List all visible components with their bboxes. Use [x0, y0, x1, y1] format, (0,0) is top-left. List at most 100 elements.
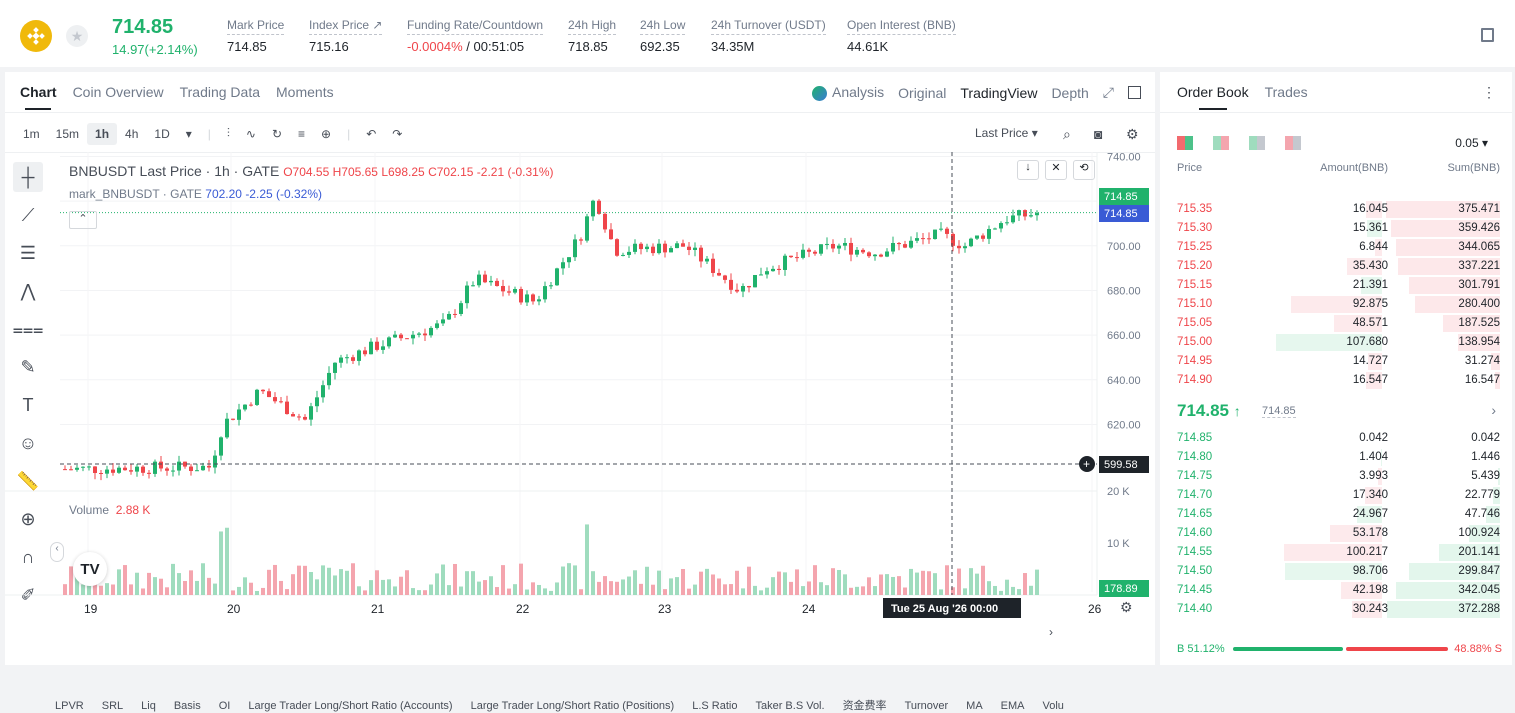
indicator-5[interactable]: Large Trader Long/Short Ratio (Accounts)	[248, 700, 453, 712]
window-icon[interactable]	[1128, 86, 1141, 99]
interval-1h[interactable]: 1h	[87, 122, 118, 145]
interval-4h[interactable]: 4h	[125, 126, 139, 141]
price-source-select[interactable]: Last Price ▾	[975, 126, 1038, 140]
tab-trades[interactable]: Trades	[1264, 84, 1308, 100]
bid-row[interactable]: 714.40 30.243 372.288	[1177, 600, 1500, 619]
bid-row[interactable]: 714.60 53.178 100.924	[1177, 524, 1500, 543]
template-icon[interactable]: ≡	[298, 126, 306, 141]
horizontal-lines-icon[interactable]: ☰	[19, 242, 37, 263]
indicator-2[interactable]: Liq	[141, 700, 156, 712]
indicators-next-icon[interactable]: ›	[1049, 625, 1053, 639]
reset-icon[interactable]: ⟲	[1073, 160, 1095, 180]
ask-row[interactable]: 715.15 21.391 301.791	[1177, 276, 1500, 295]
bid-row[interactable]: 714.65 24.967 47.746	[1177, 505, 1500, 524]
ask-row[interactable]: 715.00 107.680 138.954	[1177, 333, 1500, 352]
tradingview-logo-icon: TV	[73, 552, 107, 586]
emoji-icon[interactable]: ☺	[18, 432, 38, 453]
tab-moments[interactable]: Moments	[276, 84, 334, 100]
document-icon[interactable]	[1481, 28, 1494, 42]
fib-icon[interactable]: ⩶	[12, 318, 44, 339]
view-asks-icon[interactable]	[1285, 136, 1301, 150]
indicator-0[interactable]: LPVR	[55, 700, 84, 712]
ask-row[interactable]: 715.20 35.430 337.221	[1177, 257, 1500, 276]
tab-coin-overview[interactable]: Coin Overview	[72, 84, 164, 100]
ask-row[interactable]: 714.95 14.727 31.274	[1177, 352, 1500, 371]
interval-1d[interactable]: 1D	[154, 126, 170, 141]
indicator-7[interactable]: L.S Ratio	[692, 700, 738, 712]
view-both-icon[interactable]	[1177, 136, 1193, 150]
indicator-3[interactable]: Basis	[173, 700, 201, 712]
bid-row[interactable]: 714.80 1.404 1.446	[1177, 448, 1500, 467]
stat-index-price[interactable]: Index Price ↗ 715.16	[309, 18, 383, 54]
ask-row[interactable]: 715.05 48.571 187.525	[1177, 314, 1500, 333]
favorite-star-icon[interactable]: ★	[66, 25, 88, 47]
ask-row[interactable]: 715.35 16.045 375.471	[1177, 200, 1500, 219]
view-compact-icon[interactable]	[1213, 136, 1229, 150]
trend-line-icon[interactable]: ⟋	[21, 204, 35, 225]
tab-chart[interactable]: Chart	[20, 84, 57, 110]
pattern-icon[interactable]: ⋀	[20, 280, 36, 301]
ruler-icon[interactable]: 📏	[16, 470, 40, 491]
tab-trading-data[interactable]: Trading Data	[179, 84, 261, 100]
tab-analysis[interactable]: Analysis	[812, 84, 884, 101]
interval-15m[interactable]: 15m	[55, 126, 80, 141]
indicator-12[interactable]: EMA	[1000, 700, 1025, 712]
ask-row[interactable]: 715.25 6.844 344.065	[1177, 238, 1500, 257]
settings-gear-icon[interactable]: ⚙	[1126, 126, 1139, 142]
magnet-icon[interactable]: ∩	[21, 546, 35, 567]
brush-icon[interactable]: ✎	[20, 356, 36, 377]
redo-icon[interactable]: ↷	[392, 126, 403, 141]
volume-bar	[981, 565, 985, 595]
time-settings-icon[interactable]: ⚙	[1120, 599, 1133, 615]
candlestick-chart[interactable]: 740.00720.00700.00680.00660.00640.00620.…	[5, 72, 1155, 665]
tab-depth[interactable]: Depth	[1051, 84, 1089, 101]
indicator-11[interactable]: MA	[966, 700, 983, 712]
bid-row[interactable]: 714.45 42.198 342.045	[1177, 581, 1500, 600]
bid-row[interactable]: 714.50 98.706 299.847	[1177, 562, 1500, 581]
indicator-13[interactable]: Volu	[1042, 700, 1064, 712]
indicator-8[interactable]: Taker B.S Vol.	[755, 700, 825, 712]
volume-bar	[933, 573, 937, 595]
bid-row[interactable]: 714.55 100.217 201.141	[1177, 543, 1500, 562]
tab-tradingview[interactable]: TradingView	[960, 84, 1038, 101]
indicator-9[interactable]: 资金费率	[842, 700, 887, 712]
precision-select[interactable]: 0.05 ▾	[1455, 136, 1488, 150]
bid-row[interactable]: 714.85 0.042 0.042	[1177, 429, 1500, 448]
camera-icon[interactable]: ◙	[1094, 126, 1103, 142]
expand-icon[interactable]: ⤢	[1102, 84, 1114, 100]
indicator-4[interactable]: OI	[218, 700, 231, 712]
zoom-in-icon[interactable]: ⊕	[20, 508, 36, 529]
add-indicator-icon[interactable]: ⊕	[321, 126, 332, 141]
ask-row[interactable]: 715.30 15.361 359.426	[1177, 219, 1500, 238]
arrow-down-icon[interactable]: ↓	[1017, 160, 1039, 180]
indicator-1[interactable]: SRL	[101, 700, 124, 712]
close-icon[interactable]: ✕	[1045, 160, 1067, 180]
search-icon[interactable]: ⌕	[1063, 126, 1071, 142]
ask-row[interactable]: 715.10 92.875 280.400	[1177, 295, 1500, 314]
indicator-10[interactable]: Turnover	[904, 700, 949, 712]
ask-row[interactable]: 714.90 16.547 16.547	[1177, 371, 1500, 390]
undo-icon[interactable]: ↶	[366, 126, 377, 141]
volume-bar	[813, 565, 817, 595]
indicators-icon[interactable]: ∿	[245, 126, 256, 141]
text-icon[interactable]: T	[22, 394, 34, 415]
tab-order-book[interactable]: Order Book	[1177, 84, 1249, 110]
bid-row[interactable]: 714.75 3.993 5.439	[1177, 467, 1500, 486]
more-menu-icon[interactable]: ⋮	[1482, 84, 1496, 100]
candle-body	[897, 242, 901, 245]
scroll-left-icon[interactable]: ‹	[50, 542, 64, 562]
volume-bar	[687, 588, 691, 595]
indicator-6[interactable]: Large Trader Long/Short Ratio (Positions…	[470, 700, 675, 712]
chevron-right-icon[interactable]: ›	[1491, 402, 1496, 418]
collapse-legend-button[interactable]: ⌃	[69, 211, 97, 229]
candle-type-icon[interactable]: ⫶	[226, 126, 230, 140]
volume-bar	[759, 590, 763, 595]
chevron-down-icon[interactable]: ▾	[185, 126, 192, 141]
interval-1m[interactable]: 1m	[23, 126, 40, 141]
crosshair-icon[interactable]: ┼	[13, 162, 43, 192]
replay-icon[interactable]: ↻	[271, 126, 283, 141]
bid-row[interactable]: 714.70 17.340 22.779	[1177, 486, 1500, 505]
view-bids-icon[interactable]	[1249, 136, 1265, 150]
tab-original[interactable]: Original	[898, 84, 947, 101]
book-amount: 1.404	[1359, 451, 1388, 463]
